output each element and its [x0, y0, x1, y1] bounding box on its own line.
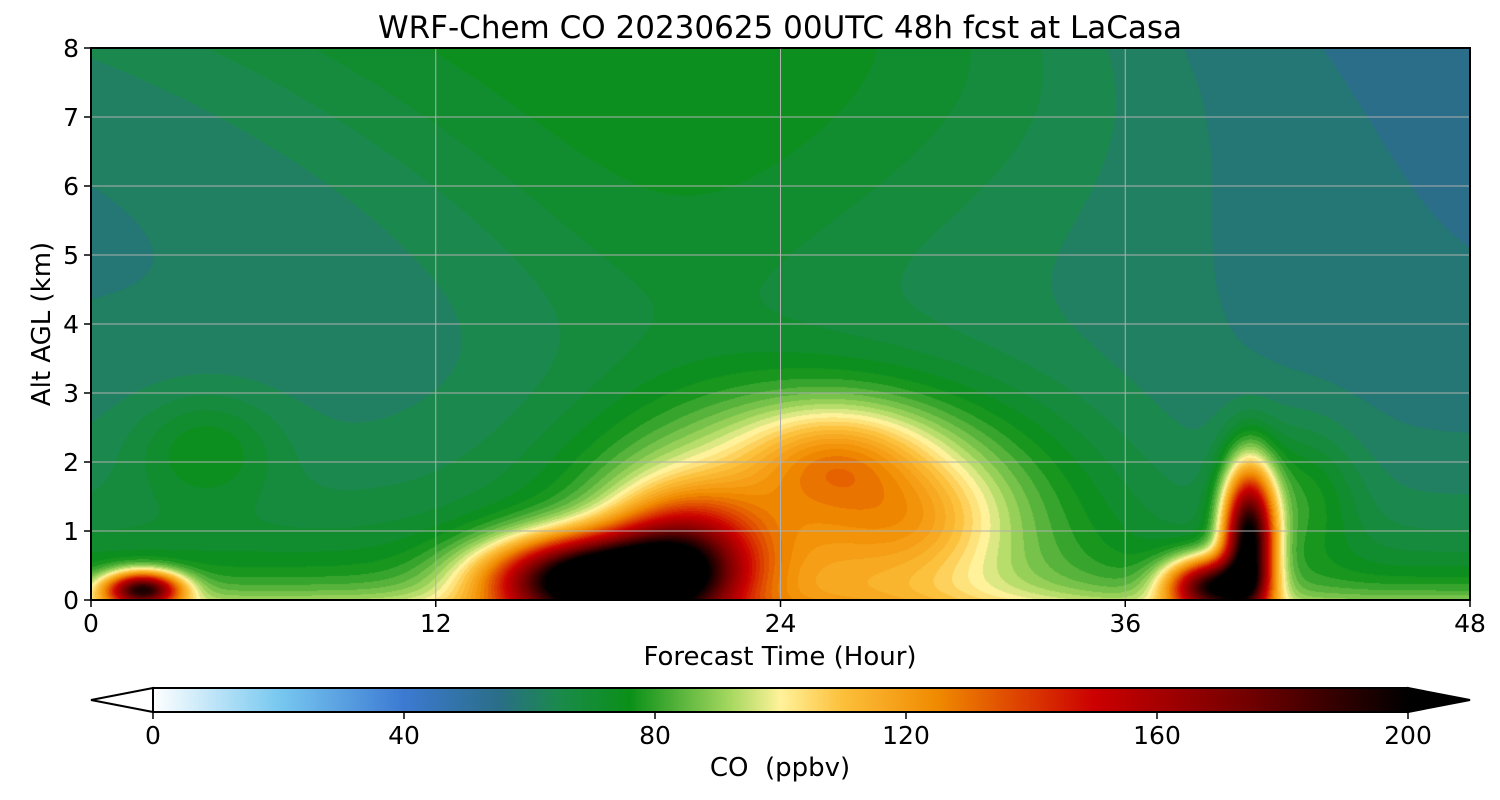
y-tick-label: 7: [63, 103, 79, 132]
colorbar-tick-label: 120: [882, 721, 930, 750]
colorbar-extend-min: [90, 686, 154, 714]
y-tick-label: 5: [63, 241, 79, 270]
x-axis-label: Forecast Time (Hour): [643, 642, 916, 672]
colorbar-tick-label: 40: [388, 721, 420, 750]
chart-title: WRF-Chem CO 20230625 00UTC 48h fcst at L…: [378, 10, 1182, 46]
y-tick-label: 0: [63, 586, 79, 615]
x-tick-label: 24: [765, 609, 797, 638]
x-tick-label: 36: [1109, 609, 1141, 638]
y-tick-label: 2: [63, 448, 79, 477]
colorbar-tick-label: 160: [1133, 721, 1181, 750]
y-axis-ticks: 0 1 2 3 4 5 6 7 8: [63, 34, 91, 615]
y-tick-label: 8: [63, 34, 79, 63]
y-tick-label: 3: [63, 379, 79, 408]
x-axis-ticks: 0 12 24 36 48: [83, 600, 1486, 638]
x-tick-label: 12: [420, 609, 452, 638]
colorbar: 0 40 80 120 160 200 CO (ppbv): [90, 686, 1471, 783]
y-tick-label: 4: [63, 310, 79, 339]
colorbar-tick-label: 80: [639, 721, 671, 750]
colorbar-gradient: [152, 687, 1409, 713]
x-tick-label: 0: [83, 609, 99, 638]
colorbar-ticks: 0 40 80 120 160 200: [145, 712, 1432, 750]
colorbar-label: CO (ppbv): [710, 753, 850, 783]
x-tick-label: 48: [1454, 609, 1486, 638]
y-axis-label: Alt AGL (km): [27, 242, 57, 406]
colorbar-tick-label: 0: [145, 721, 161, 750]
colorbar-extend-max: [1407, 686, 1471, 714]
y-tick-label: 1: [63, 517, 79, 546]
colorbar-tick-label: 200: [1384, 721, 1432, 750]
y-tick-label: 6: [63, 172, 79, 201]
